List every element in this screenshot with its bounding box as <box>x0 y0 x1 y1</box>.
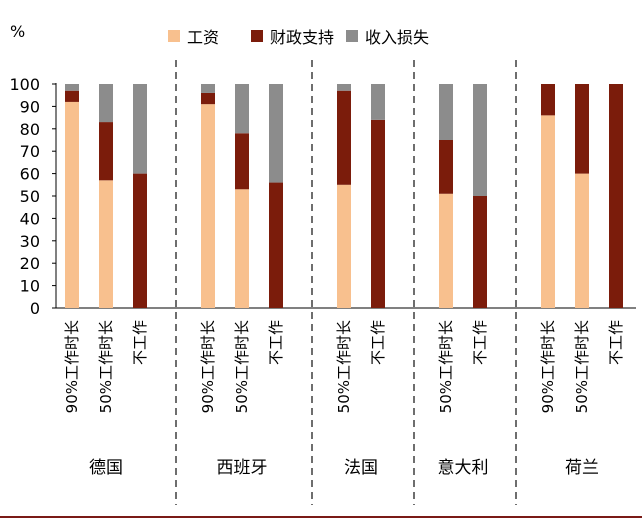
bar-segment <box>575 84 589 174</box>
y-tick-label: 90 <box>20 97 40 116</box>
y-tick-label: 100 <box>9 75 40 94</box>
y-tick-label: 30 <box>20 232 40 251</box>
legend-label: 工资 <box>187 28 219 47</box>
y-tick-label: 80 <box>20 120 40 139</box>
y-tick-label: 20 <box>20 254 40 273</box>
bar-segment <box>235 189 249 308</box>
y-tick-label: 0 <box>30 299 40 318</box>
bar-segment <box>541 84 555 116</box>
x-tick-label: 90%工作时长 <box>63 320 81 413</box>
bottom-border <box>0 516 642 518</box>
bar-segment <box>371 119 385 308</box>
x-tick-label: 50%工作时长 <box>573 320 591 413</box>
x-tick-label: 50%工作时长 <box>335 320 353 413</box>
bar-segment <box>439 193 453 308</box>
bar-segment <box>99 122 113 181</box>
y-tick-label: 40 <box>20 209 40 228</box>
x-tick-label: 不工作 <box>267 320 285 365</box>
legend-swatch <box>251 30 263 42</box>
group-label: 西班牙 <box>217 458 268 478</box>
bar-segment <box>337 90 351 185</box>
bar-segment <box>473 84 487 196</box>
x-tick-label: 50%工作时长 <box>97 320 115 413</box>
y-tick-label: 10 <box>20 277 40 296</box>
y-tick-label: 70 <box>20 142 40 161</box>
bar-segment <box>609 84 623 308</box>
y-tick-label: 60 <box>20 165 40 184</box>
group-separators <box>175 60 517 505</box>
bar-segment <box>541 115 555 308</box>
x-tick-label: 不工作 <box>131 320 149 365</box>
group-label: 荷兰 <box>565 458 599 478</box>
bar-segment <box>269 182 283 308</box>
bar-segment <box>235 133 249 190</box>
x-tick-label: 90%工作时长 <box>539 320 557 413</box>
bar-segment <box>201 84 215 93</box>
y-axis: 0 10 20 30 40 50 60 70 80 90 100 <box>9 75 636 318</box>
bar-segment <box>201 92 215 105</box>
legend-swatch <box>168 30 180 42</box>
legend-label: 收入损失 <box>365 28 429 47</box>
bar-segment <box>269 84 283 183</box>
group-label: 意大利 <box>438 458 489 478</box>
x-tick-label: 不工作 <box>607 320 625 365</box>
bar-segment <box>473 196 487 308</box>
x-tick-label: 不工作 <box>471 320 489 365</box>
bar-segment <box>371 84 385 120</box>
group-label: 德国 <box>89 458 123 478</box>
bar-segment <box>337 184 351 308</box>
bar-segment <box>65 101 79 308</box>
legend-swatch <box>346 30 358 42</box>
x-tick-label: 50%工作时长 <box>437 320 455 413</box>
x-tick-label: 不工作 <box>369 320 387 365</box>
bar-segment <box>65 84 79 91</box>
bars <box>65 84 623 308</box>
legend: 工资 财政支持 收入损失 <box>168 28 429 47</box>
bar-segment <box>65 90 79 102</box>
legend-label: 财政支持 <box>270 28 334 47</box>
bar-segment <box>439 84 453 140</box>
bar-segment <box>99 180 113 308</box>
bar-segment <box>575 173 589 308</box>
group-label: 法国 <box>344 458 378 478</box>
bar-segment <box>133 84 147 174</box>
bar-segment <box>99 84 113 123</box>
group-labels: 德国 西班牙 法国 意大利 荷兰 <box>89 458 599 478</box>
x-tick-label: 50%工作时长 <box>233 320 251 413</box>
x-tick-label: 90%工作时长 <box>199 320 217 413</box>
x-tick-labels: 90%工作时长 50%工作时长 不工作 90%工作时长 50%工作时长 不工作 50%工作时… <box>63 320 625 413</box>
bar-segment <box>439 140 453 194</box>
bar-segment <box>235 84 249 134</box>
bar-segment <box>201 104 215 308</box>
y-axis-label: % <box>10 22 25 41</box>
bar-segment <box>337 84 351 91</box>
bar-segment <box>133 173 147 308</box>
y-tick-label: 50 <box>20 187 40 206</box>
